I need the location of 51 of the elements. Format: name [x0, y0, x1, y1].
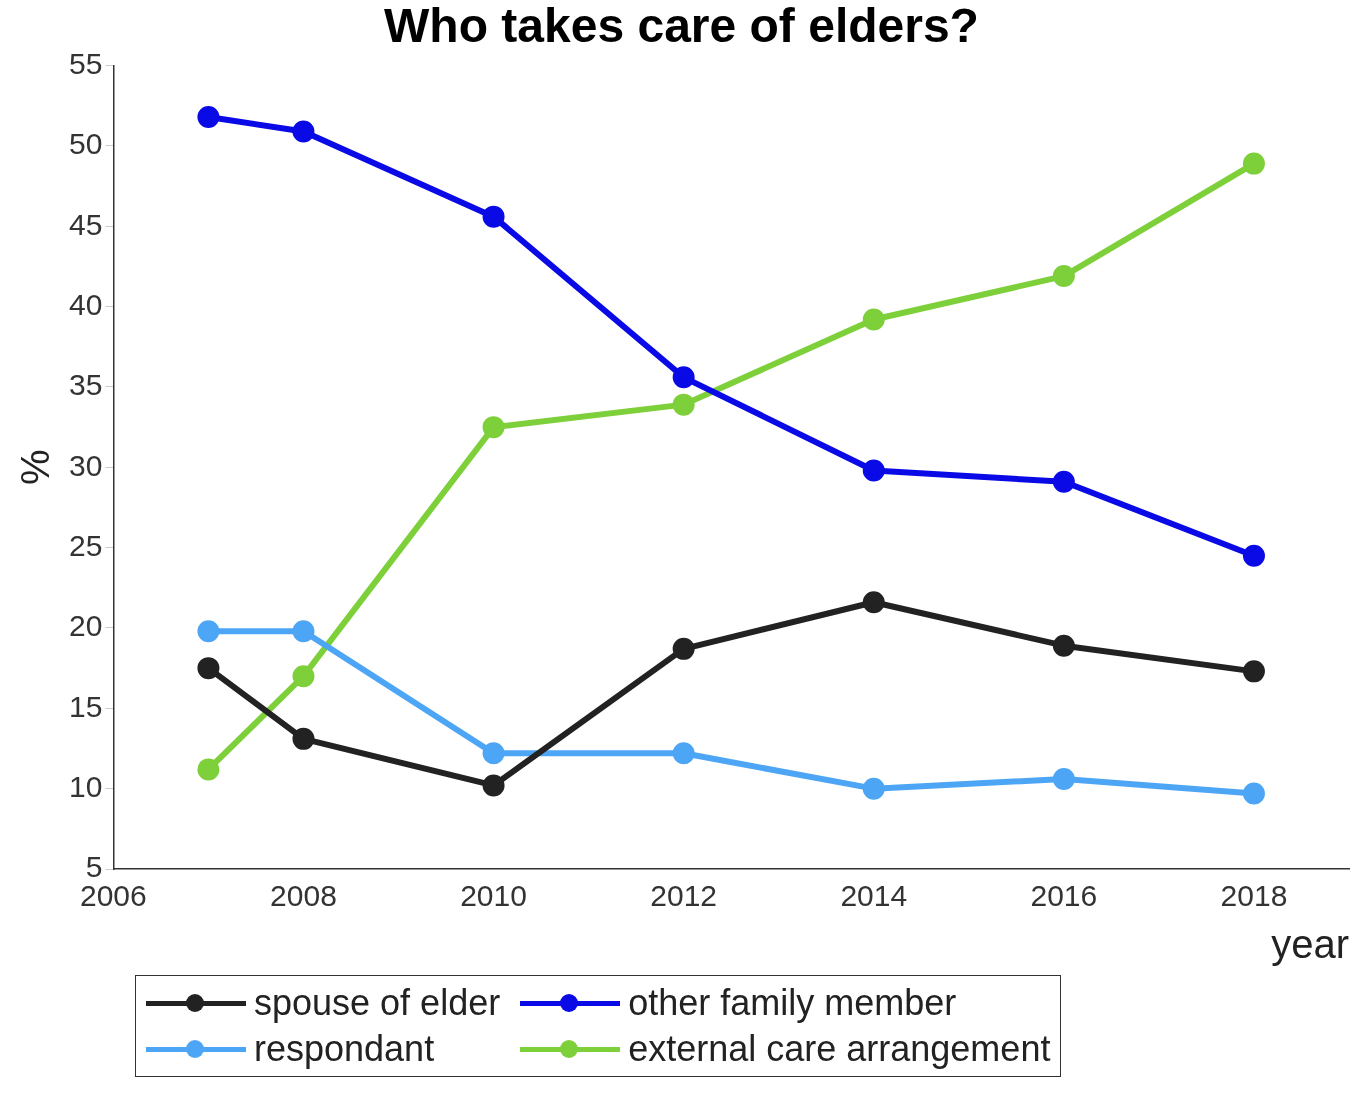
y-tick-label: 45	[68, 207, 103, 241]
legend-label: other family member	[628, 982, 957, 1024]
point	[672, 637, 695, 660]
y-axis-title: %	[13, 449, 58, 486]
point	[292, 665, 315, 688]
y-tick-label: 20	[68, 609, 103, 643]
point	[292, 620, 315, 643]
point	[292, 727, 315, 750]
y-tick-label: 55	[68, 46, 103, 80]
point	[197, 106, 220, 129]
point	[1242, 782, 1265, 805]
point	[1052, 634, 1075, 657]
x-tick-label: 2016	[1030, 879, 1098, 913]
y-tick-label: 25	[68, 528, 103, 562]
point	[1052, 768, 1075, 791]
point	[1242, 152, 1265, 175]
point	[862, 591, 885, 614]
point	[672, 366, 695, 389]
point	[482, 205, 505, 228]
point	[1242, 660, 1265, 683]
x-tick-label: 2018	[1220, 879, 1288, 913]
y-tick-label: 15	[68, 689, 103, 723]
x-tick-label: 2014	[840, 879, 908, 913]
x-tick-label: 2010	[460, 879, 527, 913]
point	[862, 459, 885, 482]
y-tick-label: 10	[68, 769, 103, 803]
point	[482, 416, 505, 439]
x-axis-title: year	[1271, 922, 1349, 967]
y-tick-label: 30	[68, 448, 103, 482]
y-tick-label: 40	[68, 287, 103, 321]
x-tick-label: 2008	[270, 879, 337, 913]
y-tick-label: 35	[68, 368, 103, 402]
point	[197, 657, 220, 680]
point	[1242, 544, 1265, 567]
point	[862, 308, 885, 331]
legend-label: external care arrangement	[628, 1028, 1051, 1070]
point	[1052, 470, 1075, 493]
point	[197, 758, 220, 781]
point	[672, 393, 695, 416]
point	[1052, 265, 1075, 288]
point	[672, 742, 695, 765]
point	[197, 620, 220, 643]
point	[482, 774, 505, 797]
point	[482, 742, 505, 765]
y-tick-label: 50	[68, 127, 103, 161]
legend-label: respondant	[254, 1028, 435, 1070]
point	[862, 777, 885, 800]
legend-label: spouse of elder	[254, 982, 501, 1024]
chart-title: Who takes care of elders?	[384, 0, 979, 53]
point	[292, 120, 315, 143]
x-tick-label: 2012	[650, 879, 718, 913]
